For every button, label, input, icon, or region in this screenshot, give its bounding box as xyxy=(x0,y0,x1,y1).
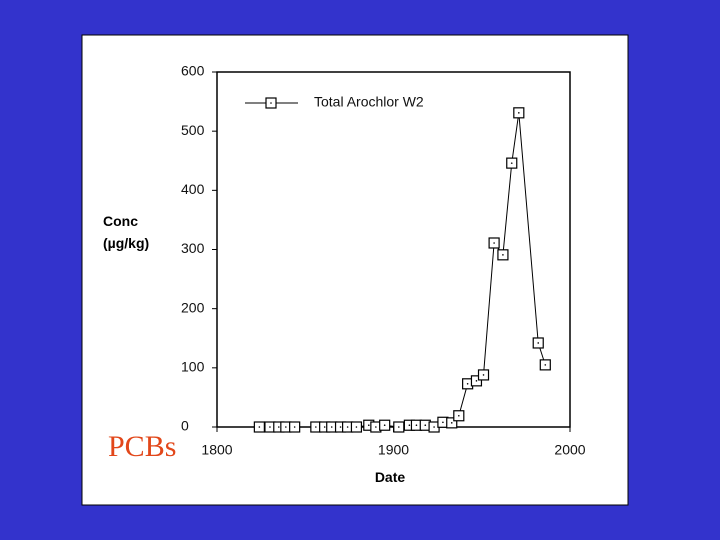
y-axis-label: (µg/kg) xyxy=(103,235,149,251)
data-point-dot xyxy=(510,162,513,164)
data-point-dot xyxy=(433,426,435,428)
data-point-dot xyxy=(475,380,478,382)
data-point-dot xyxy=(277,426,280,428)
y-tick-label: 600 xyxy=(181,63,205,79)
data-point-dot xyxy=(397,426,400,428)
data-point-dot xyxy=(355,426,358,428)
data-point-dot xyxy=(346,426,349,428)
y-tick-label: 400 xyxy=(181,181,205,197)
x-tick-label: 2000 xyxy=(554,442,585,458)
x-tick-label: 1800 xyxy=(201,442,232,458)
data-point-dot xyxy=(518,112,520,114)
y-tick-label: 100 xyxy=(181,359,205,375)
data-point-dot xyxy=(285,426,287,428)
y-tick-label: 500 xyxy=(181,122,205,138)
data-point-dot xyxy=(408,424,411,427)
data-point-dot xyxy=(383,424,386,427)
data-point-dot xyxy=(537,342,540,344)
data-point-dot xyxy=(493,242,495,244)
data-point-dot xyxy=(458,414,460,417)
data-point-dot xyxy=(442,421,444,424)
data-point-dot xyxy=(424,424,427,427)
data-point-dot xyxy=(315,426,317,428)
data-point-dot xyxy=(339,426,342,428)
data-point-dot xyxy=(258,426,261,428)
data-point-dot xyxy=(450,422,453,424)
legend-label: Total Arochlor W2 xyxy=(314,94,424,110)
x-tick-label: 1900 xyxy=(378,442,409,458)
data-point-dot xyxy=(482,374,485,376)
data-point-dot xyxy=(544,364,547,366)
annotation: PCBs xyxy=(108,430,176,463)
data-point-dot xyxy=(367,424,370,427)
y-axis-label: Conc xyxy=(103,213,138,229)
x-axis-label: Date xyxy=(375,469,406,485)
data-point-dot xyxy=(323,426,326,428)
y-tick-label: 200 xyxy=(181,299,205,315)
y-tick-label: 0 xyxy=(181,418,189,434)
data-point-dot xyxy=(375,426,377,428)
data-point-dot xyxy=(293,426,296,428)
data-point-dot xyxy=(415,424,418,427)
data-point-dot xyxy=(502,254,504,256)
y-tick-label: 300 xyxy=(181,240,205,256)
data-point-dot xyxy=(330,426,333,428)
data-point-dot xyxy=(269,426,271,428)
data-point-dot xyxy=(466,383,469,385)
data-point-dot xyxy=(270,102,272,104)
